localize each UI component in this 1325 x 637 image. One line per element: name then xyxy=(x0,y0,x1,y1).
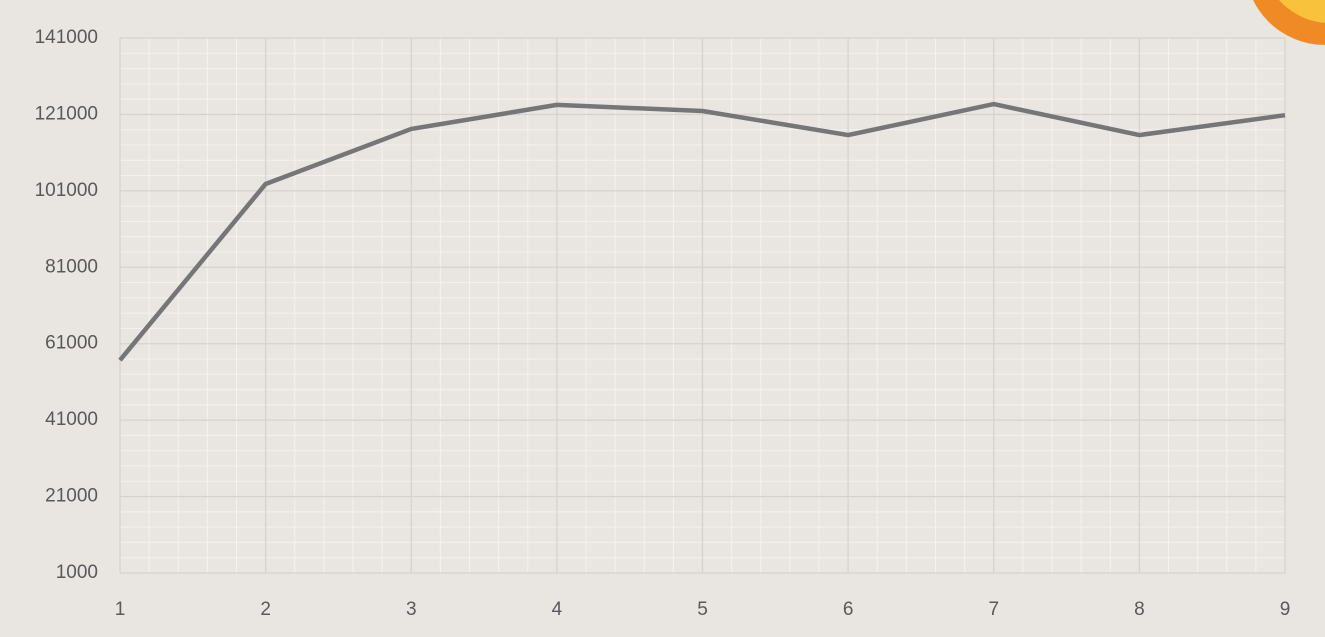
x-tick-label: 8 xyxy=(1134,599,1145,620)
y-tick-label: 41000 xyxy=(45,409,98,430)
background xyxy=(0,0,1325,637)
x-tick-label: 3 xyxy=(406,599,417,620)
y-tick-label: 61000 xyxy=(45,333,98,354)
y-tick-label: 101000 xyxy=(35,180,98,201)
grid xyxy=(120,38,1285,573)
x-tick-label: 5 xyxy=(697,599,708,620)
y-tick-label: 121000 xyxy=(35,103,98,124)
x-tick-label: 9 xyxy=(1280,599,1291,620)
y-tick-label: 21000 xyxy=(45,486,98,507)
x-tick-label: 7 xyxy=(988,599,999,620)
x-tick-label: 6 xyxy=(843,599,854,620)
x-tick-label: 2 xyxy=(260,599,271,620)
x-tick-label: 1 xyxy=(115,599,126,620)
y-tick-label: 141000 xyxy=(35,27,98,48)
chart: 1000 21000 41000 61000 81000 101000 121000 1410… xyxy=(0,0,1325,637)
y-tick-label: 81000 xyxy=(45,256,98,277)
x-tick-label: 4 xyxy=(552,599,563,620)
y-tick-label: 1000 xyxy=(56,562,98,583)
